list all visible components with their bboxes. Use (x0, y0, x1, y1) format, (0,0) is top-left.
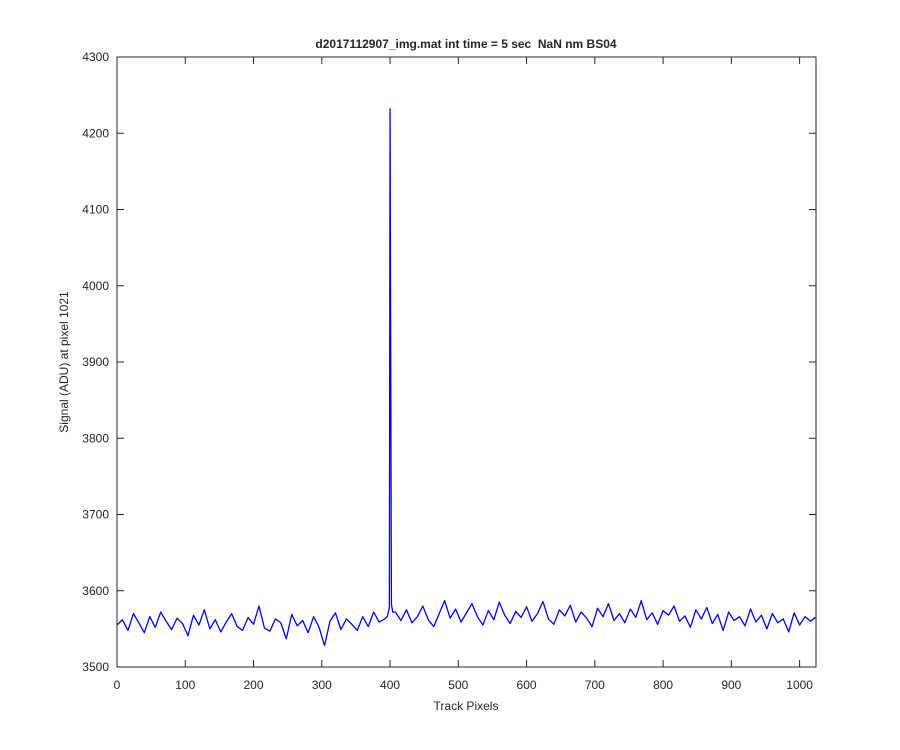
x-tick-label: 100 (175, 678, 195, 692)
y-tick-label: 4000 (82, 279, 109, 293)
y-tick-label: 3600 (82, 584, 109, 598)
x-tick-label: 800 (653, 678, 673, 692)
x-tick-label: 0 (114, 678, 121, 692)
x-tick-label: 1000 (786, 678, 813, 692)
y-tick-label: 3500 (82, 660, 109, 674)
y-tick-label: 3700 (82, 508, 109, 522)
x-tick-label: 600 (517, 678, 537, 692)
y-tick-label: 4300 (82, 50, 109, 64)
y-tick-label: 3800 (82, 431, 109, 445)
x-tick-label: 200 (244, 678, 264, 692)
x-tick-label: 400 (380, 678, 400, 692)
x-axis-label: Track Pixels (434, 699, 499, 713)
y-tick-label: 4200 (82, 126, 109, 140)
x-tick-label: 900 (721, 678, 741, 692)
y-axis-label: Signal (ADU) at pixel 1021 (57, 291, 71, 433)
x-tick-label: 300 (312, 678, 332, 692)
y-tick-label: 3900 (82, 355, 109, 369)
y-tick-label: 4100 (82, 203, 109, 217)
chart-title: d2017112907_img.mat int time = 5 sec NaN… (315, 37, 616, 51)
data-line (116, 108, 816, 647)
x-tick-label: 700 (585, 678, 605, 692)
x-tick-label: 500 (448, 678, 468, 692)
